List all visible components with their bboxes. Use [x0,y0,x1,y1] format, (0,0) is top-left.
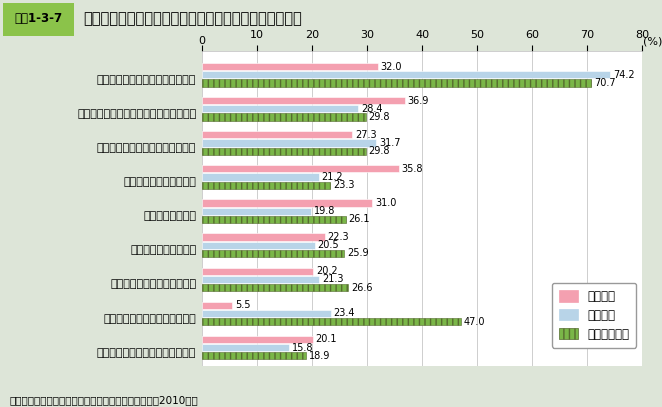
Bar [202,199,373,206]
Bar [202,267,313,275]
Legend: 恋人あり, 恋人なし, 交際経験なし: 恋人あり, 恋人なし, 交際経験なし [551,283,636,348]
Text: 18.9: 18.9 [308,351,330,361]
Text: 70.7: 70.7 [594,78,616,88]
Text: 22.3: 22.3 [328,232,349,242]
Text: 23.4: 23.4 [334,309,355,318]
Text: 35.8: 35.8 [402,164,423,174]
Bar [202,276,319,283]
Bar [202,97,405,104]
Text: 74.2: 74.2 [613,70,635,80]
Text: 31.7: 31.7 [379,138,401,148]
Bar [202,234,324,241]
Text: 36.9: 36.9 [408,96,429,106]
Bar [202,165,399,173]
Text: 29.8: 29.8 [369,146,390,156]
Text: 0: 0 [199,36,205,46]
Bar [202,173,318,181]
Text: 資料：内閣府「結婚・家族形成に関する意識調査」（2010年）: 資料：内閣府「結婚・家族形成に関する意識調査」（2010年） [10,395,199,405]
Text: 20.5: 20.5 [318,240,339,250]
Text: 図表1-3-7: 図表1-3-7 [15,12,62,25]
Bar [202,310,331,317]
Text: 23.3: 23.3 [333,180,354,190]
Text: 27.3: 27.3 [355,130,377,140]
Text: 19.8: 19.8 [314,206,335,216]
Text: 20.2: 20.2 [316,266,338,276]
Text: 26.1: 26.1 [348,214,370,224]
Text: 28.4: 28.4 [361,104,383,114]
Text: 32.0: 32.0 [381,61,402,72]
Bar [202,114,366,120]
Bar [202,242,314,249]
Text: 21.3: 21.3 [322,274,344,284]
Bar [202,131,352,138]
Bar [202,71,610,78]
Text: 25.9: 25.9 [347,248,369,258]
Text: 21.2: 21.2 [321,172,343,182]
Bar [202,318,461,325]
Bar [202,336,312,343]
Bar [202,352,306,359]
Bar [202,302,232,309]
Text: 26.6: 26.6 [351,282,373,293]
Bar [202,63,378,70]
Bar [202,139,377,147]
Text: 47.0: 47.0 [463,317,485,327]
Text: (%): (%) [643,36,662,46]
Text: 5.5: 5.5 [235,300,250,310]
Bar [202,284,348,291]
Text: 29.8: 29.8 [369,112,390,122]
Bar [202,182,330,189]
Text: 20.1: 20.1 [315,335,337,344]
FancyBboxPatch shape [3,3,74,35]
Bar [202,148,366,155]
Bar [202,344,289,351]
Bar [202,208,311,215]
Bar [202,105,358,112]
Bar [202,250,344,257]
Text: 今まで結婚していない理由（恋人の有無・交際経験別）: 今まで結婚していない理由（恋人の有無・交際経験別） [83,11,301,26]
Text: 31.0: 31.0 [375,198,397,208]
Text: 15.8: 15.8 [291,343,313,352]
Bar [202,79,591,87]
Bar [202,216,346,223]
